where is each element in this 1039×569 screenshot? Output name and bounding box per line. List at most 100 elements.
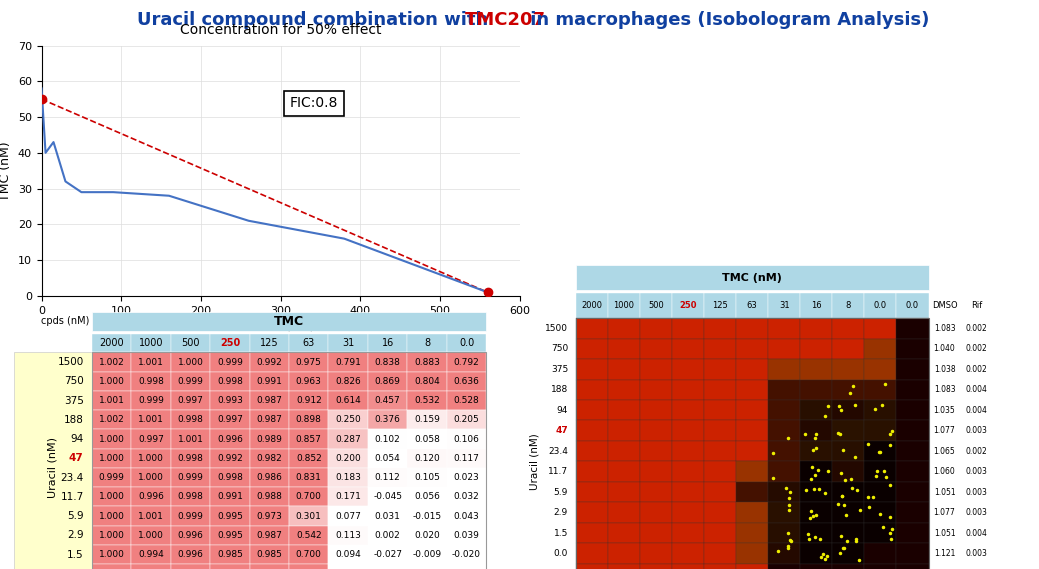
FancyBboxPatch shape (864, 564, 897, 569)
Text: 1500: 1500 (57, 357, 84, 367)
Text: 0.997: 0.997 (178, 396, 204, 405)
FancyBboxPatch shape (704, 318, 736, 339)
Text: 0.987: 0.987 (257, 415, 283, 424)
FancyBboxPatch shape (576, 359, 608, 380)
Text: 1.001: 1.001 (138, 357, 164, 366)
Text: 0.032: 0.032 (454, 492, 479, 501)
Text: 0.002: 0.002 (966, 447, 987, 456)
FancyBboxPatch shape (864, 339, 897, 359)
FancyBboxPatch shape (368, 334, 407, 352)
FancyBboxPatch shape (249, 487, 289, 506)
Text: 0.183: 0.183 (336, 473, 362, 482)
FancyBboxPatch shape (736, 380, 768, 400)
FancyBboxPatch shape (170, 430, 210, 448)
FancyBboxPatch shape (407, 468, 447, 487)
Text: 0.054: 0.054 (375, 454, 400, 463)
FancyBboxPatch shape (672, 339, 704, 359)
Text: 1.000: 1.000 (99, 531, 125, 540)
FancyBboxPatch shape (736, 523, 768, 543)
FancyBboxPatch shape (832, 543, 864, 564)
Text: 0.975: 0.975 (296, 357, 322, 366)
FancyBboxPatch shape (736, 441, 768, 461)
FancyBboxPatch shape (289, 430, 328, 448)
FancyBboxPatch shape (407, 564, 447, 569)
FancyBboxPatch shape (897, 441, 929, 461)
Text: 1.001: 1.001 (178, 435, 204, 443)
FancyBboxPatch shape (249, 410, 289, 430)
Text: 63: 63 (747, 302, 757, 310)
FancyBboxPatch shape (170, 410, 210, 430)
FancyBboxPatch shape (768, 359, 800, 380)
FancyBboxPatch shape (832, 482, 864, 502)
FancyBboxPatch shape (407, 410, 447, 430)
FancyBboxPatch shape (170, 391, 210, 410)
Text: 0.105: 0.105 (415, 473, 441, 482)
Text: 0.004: 0.004 (965, 406, 988, 415)
FancyBboxPatch shape (800, 339, 832, 359)
FancyBboxPatch shape (210, 352, 249, 372)
FancyBboxPatch shape (864, 380, 897, 400)
Text: 11.7: 11.7 (548, 467, 568, 476)
FancyBboxPatch shape (640, 461, 672, 482)
FancyBboxPatch shape (576, 502, 608, 523)
Text: 0.542: 0.542 (296, 531, 322, 540)
FancyBboxPatch shape (91, 410, 131, 430)
FancyBboxPatch shape (800, 461, 832, 482)
FancyBboxPatch shape (608, 482, 640, 502)
FancyBboxPatch shape (289, 372, 328, 391)
Text: 0.077: 0.077 (336, 512, 362, 521)
Text: 0.987: 0.987 (257, 396, 283, 405)
FancyBboxPatch shape (897, 318, 929, 339)
Text: 1.065: 1.065 (934, 447, 956, 456)
Text: 0.996: 0.996 (217, 435, 243, 443)
Text: 375: 375 (551, 365, 568, 374)
FancyBboxPatch shape (328, 334, 368, 352)
FancyBboxPatch shape (864, 543, 897, 564)
Text: 1.060: 1.060 (934, 467, 956, 476)
FancyBboxPatch shape (704, 461, 736, 482)
Text: 1.121: 1.121 (934, 549, 955, 558)
FancyBboxPatch shape (289, 545, 328, 564)
Text: 0.852: 0.852 (296, 454, 322, 463)
FancyBboxPatch shape (832, 380, 864, 400)
FancyBboxPatch shape (249, 448, 289, 468)
Text: 11.7: 11.7 (60, 492, 84, 502)
FancyBboxPatch shape (170, 526, 210, 545)
Text: 0.0: 0.0 (459, 339, 474, 348)
FancyBboxPatch shape (210, 448, 249, 468)
FancyBboxPatch shape (576, 523, 608, 543)
FancyBboxPatch shape (210, 410, 249, 430)
FancyBboxPatch shape (608, 441, 640, 461)
FancyBboxPatch shape (608, 564, 640, 569)
FancyBboxPatch shape (608, 543, 640, 564)
FancyBboxPatch shape (407, 526, 447, 545)
FancyBboxPatch shape (289, 526, 328, 545)
FancyBboxPatch shape (328, 545, 368, 564)
FancyBboxPatch shape (289, 487, 328, 506)
FancyBboxPatch shape (368, 391, 407, 410)
Text: 0.985: 0.985 (217, 550, 243, 559)
FancyBboxPatch shape (800, 359, 832, 380)
FancyBboxPatch shape (249, 391, 289, 410)
FancyBboxPatch shape (864, 482, 897, 502)
Text: 0.997: 0.997 (138, 435, 164, 443)
Text: 0.039: 0.039 (454, 531, 479, 540)
FancyBboxPatch shape (864, 502, 897, 523)
Text: 94: 94 (557, 406, 568, 415)
FancyBboxPatch shape (170, 372, 210, 391)
FancyBboxPatch shape (800, 420, 832, 441)
Text: 500: 500 (181, 339, 199, 348)
Text: 1.000: 1.000 (99, 492, 125, 501)
FancyBboxPatch shape (576, 564, 608, 569)
FancyBboxPatch shape (170, 448, 210, 468)
FancyBboxPatch shape (131, 391, 170, 410)
FancyBboxPatch shape (800, 400, 832, 420)
Text: 0.171: 0.171 (336, 492, 362, 501)
Text: 0.004: 0.004 (965, 529, 988, 538)
Text: 0.250: 0.250 (336, 415, 362, 424)
FancyBboxPatch shape (832, 400, 864, 420)
Text: 1.5: 1.5 (554, 529, 568, 538)
Text: 0.376: 0.376 (375, 415, 401, 424)
FancyBboxPatch shape (704, 482, 736, 502)
FancyBboxPatch shape (91, 372, 131, 391)
